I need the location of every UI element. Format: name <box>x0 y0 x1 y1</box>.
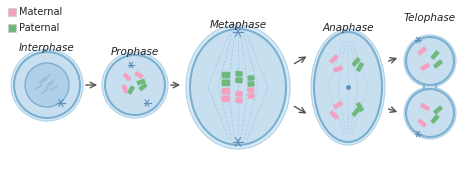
FancyBboxPatch shape <box>420 103 430 111</box>
Text: Interphase: Interphase <box>19 43 75 53</box>
Ellipse shape <box>14 52 80 118</box>
Ellipse shape <box>25 63 69 107</box>
FancyBboxPatch shape <box>420 63 430 71</box>
FancyBboxPatch shape <box>333 101 343 109</box>
FancyBboxPatch shape <box>248 93 254 99</box>
Ellipse shape <box>186 25 290 149</box>
FancyBboxPatch shape <box>433 106 443 114</box>
FancyBboxPatch shape <box>248 75 254 81</box>
Text: Prophase: Prophase <box>111 47 159 57</box>
Ellipse shape <box>314 32 382 142</box>
FancyBboxPatch shape <box>236 91 243 96</box>
Ellipse shape <box>406 89 454 137</box>
FancyBboxPatch shape <box>137 79 146 85</box>
FancyBboxPatch shape <box>329 55 338 64</box>
FancyBboxPatch shape <box>139 83 147 91</box>
Ellipse shape <box>102 52 168 118</box>
FancyBboxPatch shape <box>431 114 439 124</box>
FancyBboxPatch shape <box>222 88 230 94</box>
FancyBboxPatch shape <box>122 85 128 93</box>
FancyBboxPatch shape <box>248 87 254 93</box>
Text: Paternal: Paternal <box>19 23 59 33</box>
FancyBboxPatch shape <box>356 102 364 112</box>
Bar <box>8 24 16 32</box>
Text: Telophase: Telophase <box>404 13 456 23</box>
FancyBboxPatch shape <box>222 80 230 86</box>
FancyBboxPatch shape <box>236 71 243 76</box>
Ellipse shape <box>105 55 165 115</box>
FancyBboxPatch shape <box>248 81 254 87</box>
FancyBboxPatch shape <box>123 73 131 81</box>
Text: Maternal: Maternal <box>19 7 62 17</box>
Ellipse shape <box>404 87 456 139</box>
FancyBboxPatch shape <box>329 111 338 120</box>
Ellipse shape <box>311 29 385 145</box>
Ellipse shape <box>11 49 83 121</box>
FancyBboxPatch shape <box>222 96 230 102</box>
FancyBboxPatch shape <box>352 107 360 117</box>
FancyBboxPatch shape <box>236 77 243 83</box>
Ellipse shape <box>190 29 286 145</box>
FancyBboxPatch shape <box>418 47 427 55</box>
FancyBboxPatch shape <box>352 57 360 67</box>
Text: Anaphase: Anaphase <box>322 23 374 33</box>
Ellipse shape <box>406 37 454 85</box>
FancyBboxPatch shape <box>424 81 436 93</box>
FancyBboxPatch shape <box>431 50 439 60</box>
FancyBboxPatch shape <box>356 62 364 72</box>
FancyBboxPatch shape <box>128 86 135 94</box>
Bar <box>8 8 16 16</box>
FancyBboxPatch shape <box>135 71 143 79</box>
FancyBboxPatch shape <box>433 60 443 68</box>
FancyBboxPatch shape <box>236 97 243 103</box>
Text: Metaphase: Metaphase <box>210 20 266 30</box>
Ellipse shape <box>404 35 456 87</box>
FancyBboxPatch shape <box>222 72 230 78</box>
FancyBboxPatch shape <box>418 119 427 127</box>
FancyBboxPatch shape <box>333 66 343 72</box>
